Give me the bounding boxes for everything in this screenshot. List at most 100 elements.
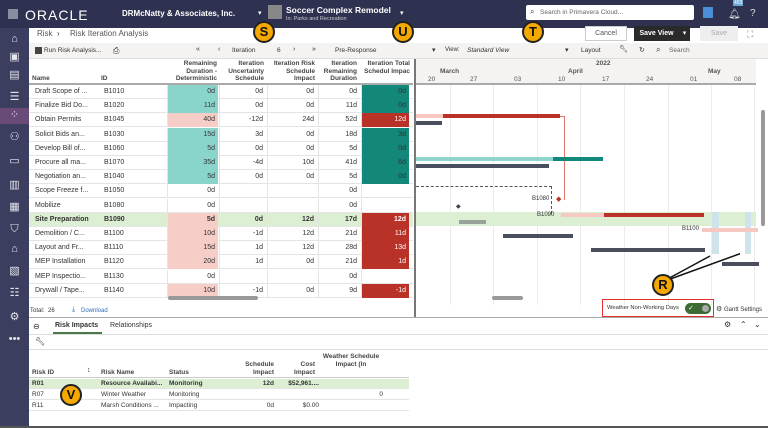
report-icon[interactable]: ▥ <box>9 179 20 191</box>
column-header-remaining-deterministic[interactable]: Remaining Duration - Deterministic <box>175 60 217 82</box>
table-row[interactable]: Obtain Permits B1045 40d -12d 24d 52d 12d <box>29 113 413 128</box>
dashboard-icon[interactable]: ▣ <box>9 51 20 63</box>
chevron-down-icon[interactable]: ▾ <box>565 47 569 54</box>
gantt-bar-b1070-baseline[interactable] <box>416 164 549 168</box>
column-header-status[interactable]: Status <box>169 369 189 376</box>
table-row[interactable]: Site Preparation B1090 5d 0d 12d 17d 12d <box>29 212 413 227</box>
chevron-up-icon[interactable]: ⌃ <box>740 320 747 329</box>
column-header-total-impact[interactable]: Iteration Total Schedul Impac <box>364 60 410 75</box>
sort-icon[interactable]: ↕ <box>87 367 91 374</box>
gantt-bar-baseline[interactable] <box>591 248 705 252</box>
print-icon[interactable]: ⎙ <box>113 46 120 55</box>
table-row[interactable]: Mobilize B1080 0d 0d <box>29 198 413 213</box>
risk-row[interactable]: R11 Marsh Conditions ... Impacting 0d $0.00 <box>29 401 409 411</box>
chevron-down-icon[interactable]: ▾ <box>679 26 690 41</box>
chevron-down-icon[interactable]: ▾ <box>400 10 404 17</box>
folder-icon[interactable]: ▭ <box>9 155 20 167</box>
gear-icon[interactable]: ⚙ <box>716 306 723 313</box>
gantt-vertical-scrollbar[interactable] <box>761 110 765 226</box>
grid-search-input[interactable]: Search <box>669 47 690 54</box>
gantt-bar-b1045-baseline[interactable] <box>416 121 442 125</box>
breadcrumb-risk[interactable]: Risk <box>37 29 53 38</box>
column-header-id[interactable]: ID <box>101 75 108 82</box>
wrench-icon[interactable]: 🔧︎ <box>619 46 628 53</box>
project-name[interactable]: Soccer Complex Remodel <box>286 5 391 15</box>
milestone-icon[interactable]: ◆ <box>456 204 461 210</box>
gantt-bar-b1070-risk[interactable] <box>553 157 603 161</box>
risk-row[interactable]: R01 Resource Availabi... Monitoring 12d $52,… <box>29 379 409 389</box>
gantt-bar-b1090-risk[interactable] <box>604 213 704 217</box>
gantt-bar-b1045-risk[interactable] <box>443 114 560 118</box>
table-row[interactable]: Scope Freeze f... B1050 0d 0d <box>29 184 413 199</box>
bank-icon[interactable]: ⌂ <box>11 243 18 255</box>
column-header-uncertainty[interactable]: Iteration Uncertainty Schedule <box>228 60 264 82</box>
refresh-icon[interactable]: ↻ <box>639 47 645 54</box>
table-row[interactable]: Solicit Bids an... B1030 15d 3d 0d 18d 3d <box>29 127 413 142</box>
column-header-name[interactable]: Name <box>32 75 50 82</box>
gantt-horizontal-scrollbar[interactable] <box>492 296 523 300</box>
collapse-icon[interactable]: ⊖ <box>33 322 40 331</box>
apps-grid-icon[interactable] <box>8 9 18 19</box>
gantt-settings-link[interactable]: Gantt Settings <box>724 307 763 313</box>
column-header-remaining-duration[interactable]: Iteration Remaining Duration <box>323 60 357 82</box>
chevron-down-icon[interactable]: ▾ <box>258 10 262 17</box>
wrench-icon[interactable]: 🔧︎ <box>35 337 46 346</box>
fullscreen-icon[interactable]: ⛶ <box>747 29 754 39</box>
chevron-down-icon[interactable]: ⌄ <box>754 320 761 329</box>
view-select[interactable]: Standard View <box>467 47 510 54</box>
save-view-button[interactable]: Save View <box>634 26 679 41</box>
table-row[interactable]: Develop Bill of... B1060 5d 0d 0d 5d 0d <box>29 141 413 156</box>
first-iteration-button[interactable]: « <box>196 46 200 53</box>
global-search[interactable]: ⌕ Search in Primavera Cloud... <box>526 5 694 20</box>
save-button[interactable]: Save <box>700 26 738 41</box>
table-row[interactable]: MEP Inspectio... B1130 0d 0d <box>29 269 413 284</box>
gantt-bar-b1045-remaining[interactable] <box>416 114 443 118</box>
milestone-icon[interactable]: ◆ <box>556 196 562 203</box>
next-iteration-button[interactable]: › <box>293 46 296 53</box>
checklist-icon[interactable]: ☷ <box>9 287 20 299</box>
home-icon[interactable]: ⌂ <box>11 33 18 45</box>
bottom-divider[interactable] <box>29 317 768 318</box>
strategy-icon[interactable]: ⛉ <box>10 223 19 235</box>
column-header-risk-impact[interactable]: Iteration Risk Schedule Impact <box>273 60 315 82</box>
table-row[interactable]: Layout and Fr... B1110 15d 1d 12d 28d 13d <box>29 241 413 256</box>
form-icon[interactable]: ▧ <box>9 265 20 277</box>
weather-toggle[interactable]: ✓ <box>685 303 711 314</box>
table-row[interactable]: Finalize Bid Do... B1020 11d 0d 0d 11d 0d <box>29 99 413 114</box>
gantt-bar-b1100-remaining[interactable] <box>702 228 758 232</box>
table-row[interactable]: Demolition / C... B1100 10d -1d 12d 21d 11d <box>29 227 413 241</box>
user-icon[interactable] <box>703 7 713 18</box>
gantt-bar-baseline[interactable] <box>722 262 759 266</box>
bell-icon[interactable]: 🔔︎ <box>728 9 741 20</box>
more-icon[interactable]: ••• <box>8 333 21 345</box>
table-row[interactable]: Negotiation an... B1040 5d 0d 0d 5d 0d <box>29 170 413 185</box>
table-row[interactable]: Procure all ma... B1070 35d -4d 10d 41d 6d <box>29 156 413 170</box>
table-row[interactable]: Draft Scope of ... B1010 0d 0d 0d 0d 0d <box>29 85 413 99</box>
gantt-bar-b1070-remaining[interactable] <box>416 157 553 161</box>
gantt-bar-baseline[interactable] <box>459 220 486 224</box>
column-header-schedule-impact[interactable]: Schedule Impact <box>245 361 274 376</box>
tab-risk-impacts[interactable]: Risk Impacts <box>53 322 103 334</box>
company-selector[interactable]: DRMcNatty & Associates, Inc. <box>122 9 236 18</box>
grid-scrollbar[interactable] <box>168 296 258 300</box>
response-select[interactable]: Pre-Response <box>335 47 377 54</box>
help-icon[interactable]: ? <box>750 8 756 19</box>
risk-row[interactable]: R07 Winter Weather Monitoring 0 <box>29 390 409 400</box>
gantt-divider[interactable] <box>414 59 416 317</box>
column-header-cost-impact[interactable]: Cost Impact <box>294 361 315 376</box>
column-header-risk-id[interactable]: Risk ID <box>32 369 55 376</box>
gear-icon[interactable]: ⚙ <box>724 320 732 329</box>
gantt-bar-baseline[interactable] <box>503 234 573 238</box>
gantt-bar-b1090-remaining[interactable] <box>561 213 604 217</box>
chevron-down-icon[interactable]: ▾ <box>432 47 436 54</box>
schedule-icon[interactable]: ☰ <box>9 91 20 103</box>
download-link[interactable]: Download <box>81 308 108 314</box>
iteration-value[interactable]: 6 <box>277 47 281 54</box>
prev-iteration-button[interactable]: ‹ <box>218 46 221 53</box>
column-header-risk-name[interactable]: Risk Name <box>101 369 135 376</box>
run-risk-analysis-button[interactable]: Run Risk Analysis... <box>44 47 102 54</box>
column-header-weather-impact[interactable]: Weather Schedule Impact (In <box>322 353 380 368</box>
tab-relationships[interactable]: Relationships <box>110 322 153 329</box>
cancel-button[interactable]: Cancel <box>585 26 627 41</box>
people-icon[interactable]: ⚇ <box>9 131 20 143</box>
